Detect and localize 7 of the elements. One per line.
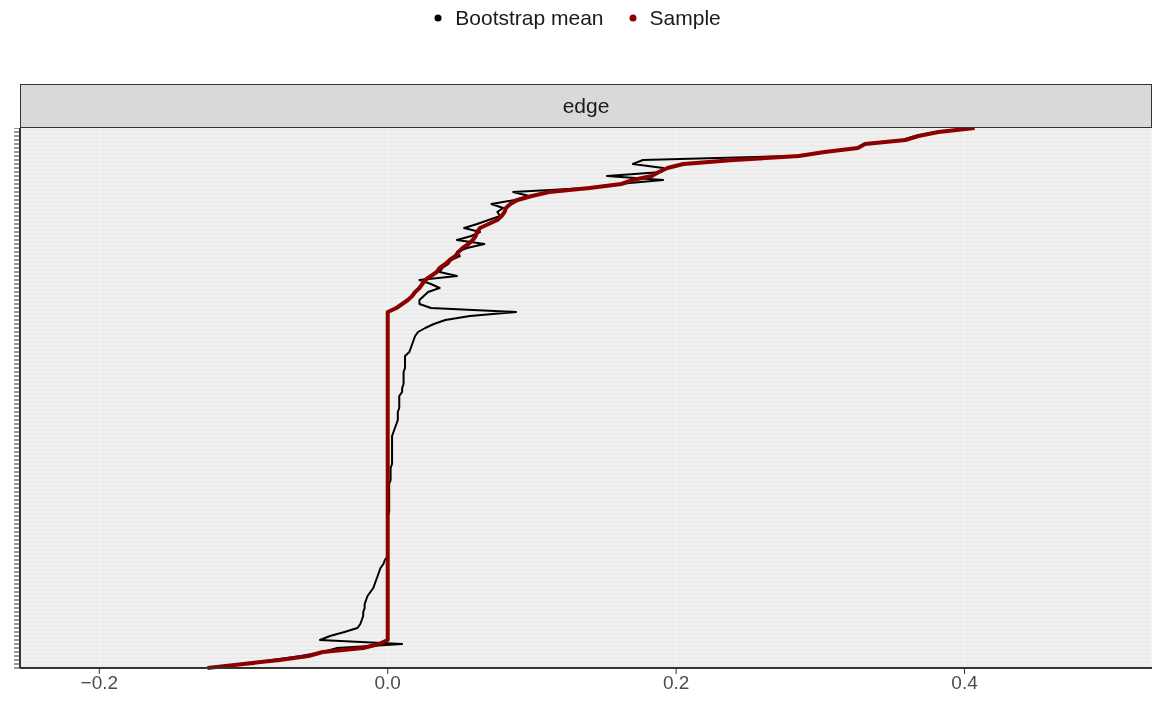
x-tick-label: −0.2 <box>80 672 119 694</box>
x-tick-label: 0.0 <box>374 672 401 694</box>
legend-label: Sample <box>649 6 721 30</box>
x-tick-label: 0.4 <box>951 672 979 694</box>
legend-label: Bootstrap mean <box>455 6 604 30</box>
chart-title: edge <box>20 84 1152 128</box>
x-tick-label: 0.2 <box>662 672 690 694</box>
